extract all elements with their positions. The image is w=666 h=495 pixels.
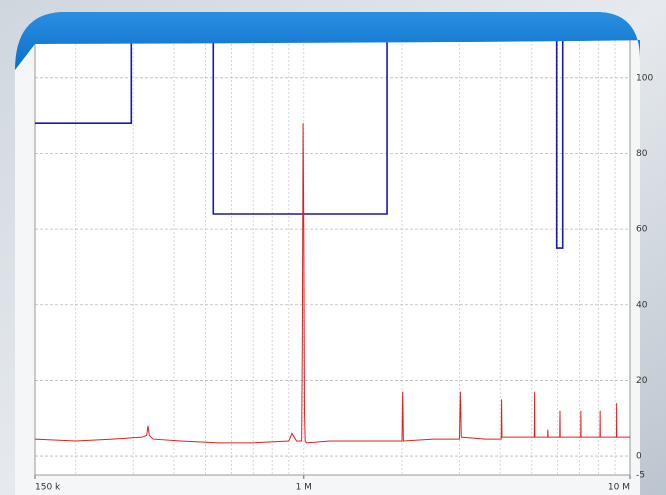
banner bbox=[15, 12, 640, 70]
y-tick-label: 100 bbox=[636, 73, 653, 83]
y-tick-label: 0 bbox=[636, 452, 642, 462]
x-tick-label: 150 k bbox=[35, 483, 61, 493]
x-tick-label: 1 M bbox=[296, 483, 312, 493]
y-tick-label: 60 bbox=[636, 225, 648, 235]
y-tick-label: -5 bbox=[636, 471, 645, 481]
plot: -5 0 20 40 60 80 100 150 k 1 M 10 M bbox=[34, 39, 653, 493]
plot-area bbox=[35, 40, 630, 475]
y-tick-label: 80 bbox=[636, 149, 648, 159]
y-tick-label: 40 bbox=[636, 300, 648, 310]
trace bbox=[34, 123, 630, 444]
trace bbox=[35, 39, 564, 249]
y-tick-label: 20 bbox=[636, 376, 648, 386]
x-tick-label: 10 M bbox=[608, 483, 630, 493]
